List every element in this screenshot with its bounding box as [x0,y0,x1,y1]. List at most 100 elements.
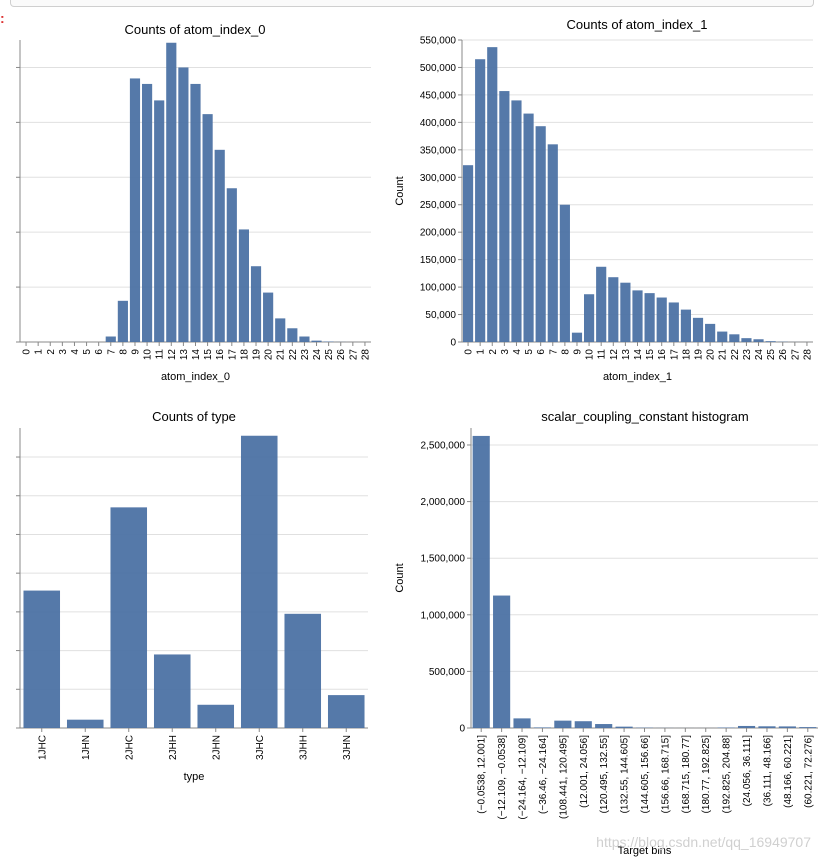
x-tick-label: 2JHN [211,735,222,760]
x-tick-label: 5 [524,349,535,355]
bar [178,67,189,343]
x-tick-label: 22 [288,349,299,361]
bar [571,332,583,342]
x-tick-label: 7 [106,349,117,355]
x-tick-label: 2 [46,349,57,355]
bar [584,294,595,342]
bar [142,83,153,342]
bar [311,340,322,342]
x-axis-label: atom_index_0 [161,371,230,383]
x-tick-label: (36.111, 48.166] [762,735,773,807]
bar [117,300,128,342]
bar [493,595,511,728]
y-tick-label: 550,000 [420,36,457,47]
bar [499,91,510,342]
x-axis-label: type [184,771,205,783]
x-tick-label: 25 [766,349,777,361]
x-tick-label: (108.441, 120.495] [558,735,569,819]
bar [595,724,613,728]
y-tick-label: 500,000 [420,63,457,74]
x-tick-label: (168.715, 180.77] [681,735,692,814]
bar [799,727,817,728]
x-tick-label: 12 [167,349,178,361]
x-tick-label: 27 [790,349,801,361]
bar [166,42,177,342]
bar [778,726,796,728]
bar [299,336,310,342]
x-tick-label: 22 [730,349,741,361]
x-tick-label: 1JHN [81,735,92,760]
x-tick-label: 4 [512,349,523,355]
y-tick-label: 50,000 [425,310,456,321]
y-axis-label: Count [394,176,406,205]
x-tick-label: 1 [34,349,45,355]
x-tick-label: 9 [572,349,583,355]
y-tick-label: 100,000 [420,283,457,294]
bar [758,726,776,728]
bar [741,338,752,342]
bar [327,695,365,728]
chart-title: Counts of atom_index_0 [125,22,266,37]
x-tick-label: 17 [669,349,680,361]
x-tick-label: 18 [239,349,250,361]
bar [574,721,592,728]
bar [753,339,764,342]
bar [620,282,631,342]
x-axis-label: Target bins [618,845,672,857]
x-tick-label: 15 [645,349,656,361]
bar [472,435,490,728]
y-tick-label: 200,000 [420,228,457,239]
x-tick-label: 6 [536,349,547,355]
chart-3: Counts of type 1JHC 1JHN 2JHC 2JHH 2JHN 3JHC 3J… [16,409,368,783]
chart-4: scalar_coupling_constant histogram 0 500,0… [394,409,818,857]
x-tick-label: 19 [694,349,705,361]
x-tick-label: 21 [276,349,287,361]
bar [23,590,61,728]
bar [487,47,498,342]
x-tick-label: (132.55, 144.605] [620,735,631,814]
y-tick-label: 2,500,000 [421,440,466,451]
chart-title: scalar_coupling_constant histogram [541,409,748,424]
x-tick-label: 28 [360,349,371,361]
x-tick-label: 0 [22,349,33,355]
x-tick-label: 6 [94,349,105,355]
x-tick-label: 2JHC [124,735,135,760]
x-tick-label: (156.66, 168.715] [660,735,671,814]
y-tick-label: 500,000 [429,667,466,678]
cell-marker: : [0,10,5,26]
bar [287,328,298,342]
chart-title: Counts of atom_index_1 [567,17,708,32]
bar [644,293,655,342]
x-tick-label: 12 [609,349,620,361]
bar [154,100,165,343]
bar [656,297,667,342]
x-tick-label: 1 [476,349,487,355]
x-tick-label: (−0.0538, 12.001] [477,735,488,814]
x-tick-label: (60.221, 72.276] [803,735,814,808]
x-tick-label: (144.605, 156.66] [640,735,651,814]
bar [717,331,728,342]
y-tick-label: 0 [450,338,456,349]
bar [632,290,643,342]
bar [105,336,116,342]
x-tick-label: 27 [348,349,359,361]
bar [692,317,704,342]
y-tick-label: 1,500,000 [421,554,466,565]
bar [153,654,191,728]
bar [202,114,213,342]
x-tick-label: 23 [742,349,753,361]
x-tick-label: 3JHC [255,735,266,760]
bar [547,144,558,342]
bar [559,204,570,342]
bar [511,100,522,343]
x-tick-label: 23 [300,349,311,361]
x-tick-label: (24.056, 36.111] [742,735,753,807]
x-tick-label: 3 [500,349,511,355]
bar [554,720,572,728]
bar [535,126,546,342]
y-tick-label: 350,000 [420,145,457,156]
x-tick-label: 3 [58,349,69,355]
x-tick-label: 2JHH [168,735,179,760]
x-tick-label: (−24.164, −12.109] [518,735,529,820]
bar [66,719,104,728]
